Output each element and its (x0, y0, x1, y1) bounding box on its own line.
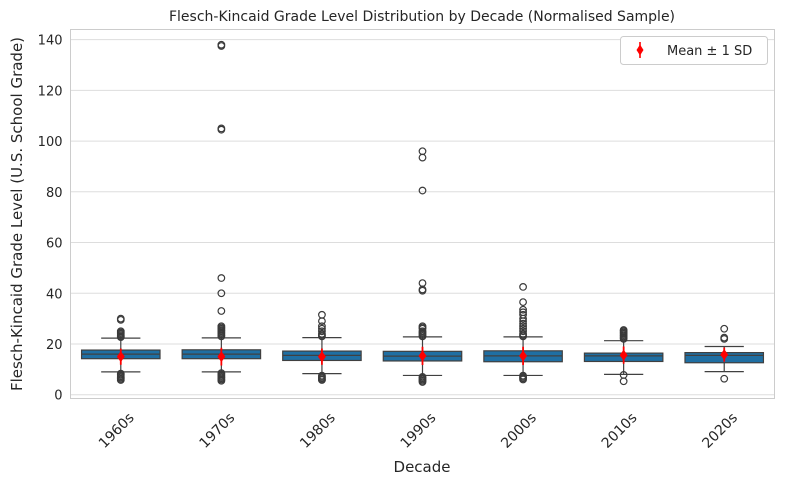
mean-marker (116, 351, 125, 363)
x-tick-label: 1960s (96, 410, 138, 452)
legend: Mean ± 1 SD (620, 36, 768, 65)
outlier-point (519, 332, 527, 341)
x-tick-label: 1980s (297, 410, 339, 452)
outlier-point (418, 378, 427, 386)
outlier-point (217, 289, 226, 298)
box-1960s (80, 314, 161, 384)
outlier-point (217, 124, 226, 133)
y-tick-label: 140 (38, 34, 63, 49)
outlier-point (418, 286, 427, 295)
outlier-point (519, 319, 527, 328)
box-2020s (684, 324, 765, 383)
outlier-point (720, 374, 729, 383)
outlier-point (217, 376, 226, 385)
outlier-point (318, 310, 326, 319)
y-tick-label: 100 (38, 135, 63, 150)
y-tick-label: 80 (46, 186, 63, 201)
outlier-point (116, 333, 125, 342)
outlier-point (720, 324, 729, 333)
x-tick-label: 1990s (398, 410, 440, 452)
outlier-point (519, 298, 527, 307)
outlier-point (418, 186, 427, 195)
mean-marker (418, 350, 427, 362)
outlier-point (217, 40, 226, 49)
y-tick-label: 20 (46, 338, 63, 353)
outlier-point (318, 332, 326, 341)
x-axis-label: Decade (394, 458, 451, 476)
outlier-point (418, 332, 427, 341)
plot-frame (70, 29, 775, 399)
box-1970s (181, 40, 262, 385)
y-tick-label: 40 (46, 287, 63, 302)
legend-frame (620, 36, 768, 65)
x-tick-labels: 1960s 1970s 1980s 1990s 2000s 2010s 2020s (96, 410, 741, 452)
y-axis-label: Flesch-Kincaid Grade Level (U.S. School … (8, 37, 26, 391)
mean-marker (619, 349, 628, 361)
outlier-point (318, 376, 326, 384)
legend-label: Mean ± 1 SD (667, 44, 752, 59)
outlier-point (418, 153, 427, 162)
outlier-point (720, 335, 729, 343)
x-tick-label: 1970s (197, 410, 239, 452)
chart-title: Flesch-Kincaid Grade Level Distribution … (169, 9, 675, 25)
y-tick-labels: 0 20 40 60 80 100 120 140 (38, 34, 63, 404)
box-2000s (483, 283, 563, 384)
outlier-point (519, 322, 527, 331)
outlier-point (619, 377, 628, 386)
outlier-point (619, 335, 628, 343)
outlier-point (217, 332, 226, 341)
outlier-point (519, 375, 527, 384)
mean-marker (217, 351, 226, 363)
mean-marker (519, 350, 528, 362)
mean-marker (720, 349, 729, 361)
box-1990s (382, 147, 463, 386)
box-series (80, 40, 765, 386)
outlier-point (519, 317, 527, 326)
outlier-point (418, 279, 427, 288)
outlier-point (519, 327, 527, 336)
y-tick-label: 0 (54, 389, 62, 404)
outlier-point (116, 376, 125, 384)
outlier-point (116, 314, 125, 323)
box-2010s (583, 326, 664, 386)
x-tick-label: 2000s (498, 410, 540, 452)
x-tick-label: 2020s (699, 410, 741, 452)
x-tick-label: 2010s (599, 410, 641, 452)
outlier-point (217, 274, 226, 282)
y-tick-label: 60 (46, 237, 63, 252)
outlier-point (318, 322, 326, 331)
outlier-point (318, 317, 326, 326)
box-1980s (282, 310, 362, 384)
outlier-point (519, 314, 527, 323)
outlier-point (519, 305, 527, 314)
y-tick-label: 120 (38, 84, 63, 99)
outlier-point (519, 283, 527, 291)
legend-mean-marker (636, 44, 644, 56)
outlier-point (418, 147, 427, 156)
outlier-point (318, 327, 326, 336)
outlier-point (217, 307, 226, 315)
mean-marker (317, 351, 326, 363)
